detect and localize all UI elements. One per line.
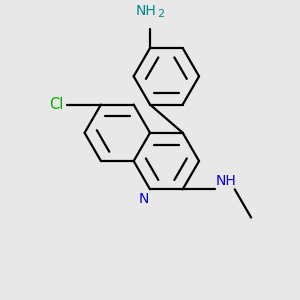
Text: Cl: Cl bbox=[49, 97, 64, 112]
Text: NH: NH bbox=[135, 4, 156, 18]
Text: 2: 2 bbox=[158, 9, 165, 19]
Text: N: N bbox=[138, 192, 148, 206]
Text: NH: NH bbox=[215, 174, 236, 188]
